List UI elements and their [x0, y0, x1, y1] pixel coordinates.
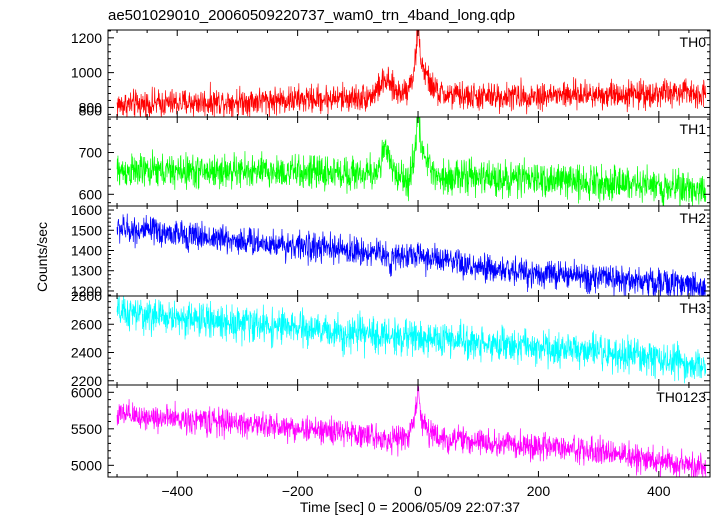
y-tick-label: 6000 — [71, 384, 102, 400]
panel-th2: 1200 1300 1400 1500 1600 TH2 — [71, 202, 711, 299]
chart-title: ae501029010_20060509220737_wam0_trn_4ban… — [108, 7, 515, 24]
series-line-th0 — [116, 30, 707, 117]
y-tick-label: 1000 — [71, 65, 102, 81]
x-tick-label: 400 — [647, 483, 671, 499]
y-tick-label: 1500 — [71, 222, 102, 238]
x-tick-label: 200 — [527, 483, 551, 499]
panel-th1: 600 700 800 TH1 — [79, 103, 711, 207]
panel-label-th0123: TH0123 — [656, 389, 706, 405]
y-tick-label: 1600 — [71, 202, 102, 218]
y-tick-label: 2800 — [71, 288, 102, 304]
y-tick-label: 700 — [79, 145, 103, 161]
y-tick-label: 600 — [79, 186, 103, 202]
panel-th3: 2200 2400 2600 2800 TH3 — [71, 288, 711, 389]
panel-label-th3: TH3 — [680, 300, 707, 316]
y-tick-label: 800 — [79, 103, 103, 119]
panel-label-th2: TH2 — [680, 210, 707, 226]
y-tick-label: 2400 — [71, 345, 102, 361]
panel-th0: 800 1000 1200 TH0 — [71, 29, 711, 118]
series-line-th2 — [116, 213, 707, 296]
y-tick-label: 1300 — [71, 263, 102, 279]
y-tick-label: 1200 — [71, 283, 102, 299]
panel-th0123: 5000 5500 6000 TH0123 — [71, 384, 711, 478]
x-tick-labels: −400 −200 0 200 400 — [161, 483, 670, 499]
x-tick-label: −400 — [161, 483, 193, 499]
panel-frame — [107, 384, 711, 478]
y-tick-label: 5000 — [71, 457, 102, 473]
panel-label-th1: TH1 — [680, 121, 707, 137]
x-tick-label: 0 — [414, 483, 422, 499]
y-tick-label: 2600 — [71, 316, 102, 332]
series-line-th1 — [116, 117, 707, 206]
y-tick-label: 800 — [79, 99, 103, 115]
x-tick-label: −200 — [282, 483, 314, 499]
y-axis-title: Counts/sec — [34, 222, 50, 292]
series-line-th0123 — [116, 385, 707, 477]
y-tick-label: 2200 — [71, 373, 102, 389]
panel-frame — [107, 295, 711, 386]
y-tick-label: 1400 — [71, 242, 102, 258]
series-line-th3 — [116, 296, 707, 384]
y-tick-label: 1200 — [71, 30, 102, 46]
panel-label-th0: TH0 — [680, 34, 707, 50]
panels-group: 800 1000 1200 TH0 600 700 800 TH1 1200 1300 1400 15… — [71, 29, 711, 478]
x-axis-title: Time [sec] 0 = 2006/05/09 22:07:37 — [300, 499, 520, 515]
y-tick-label: 5500 — [71, 421, 102, 437]
